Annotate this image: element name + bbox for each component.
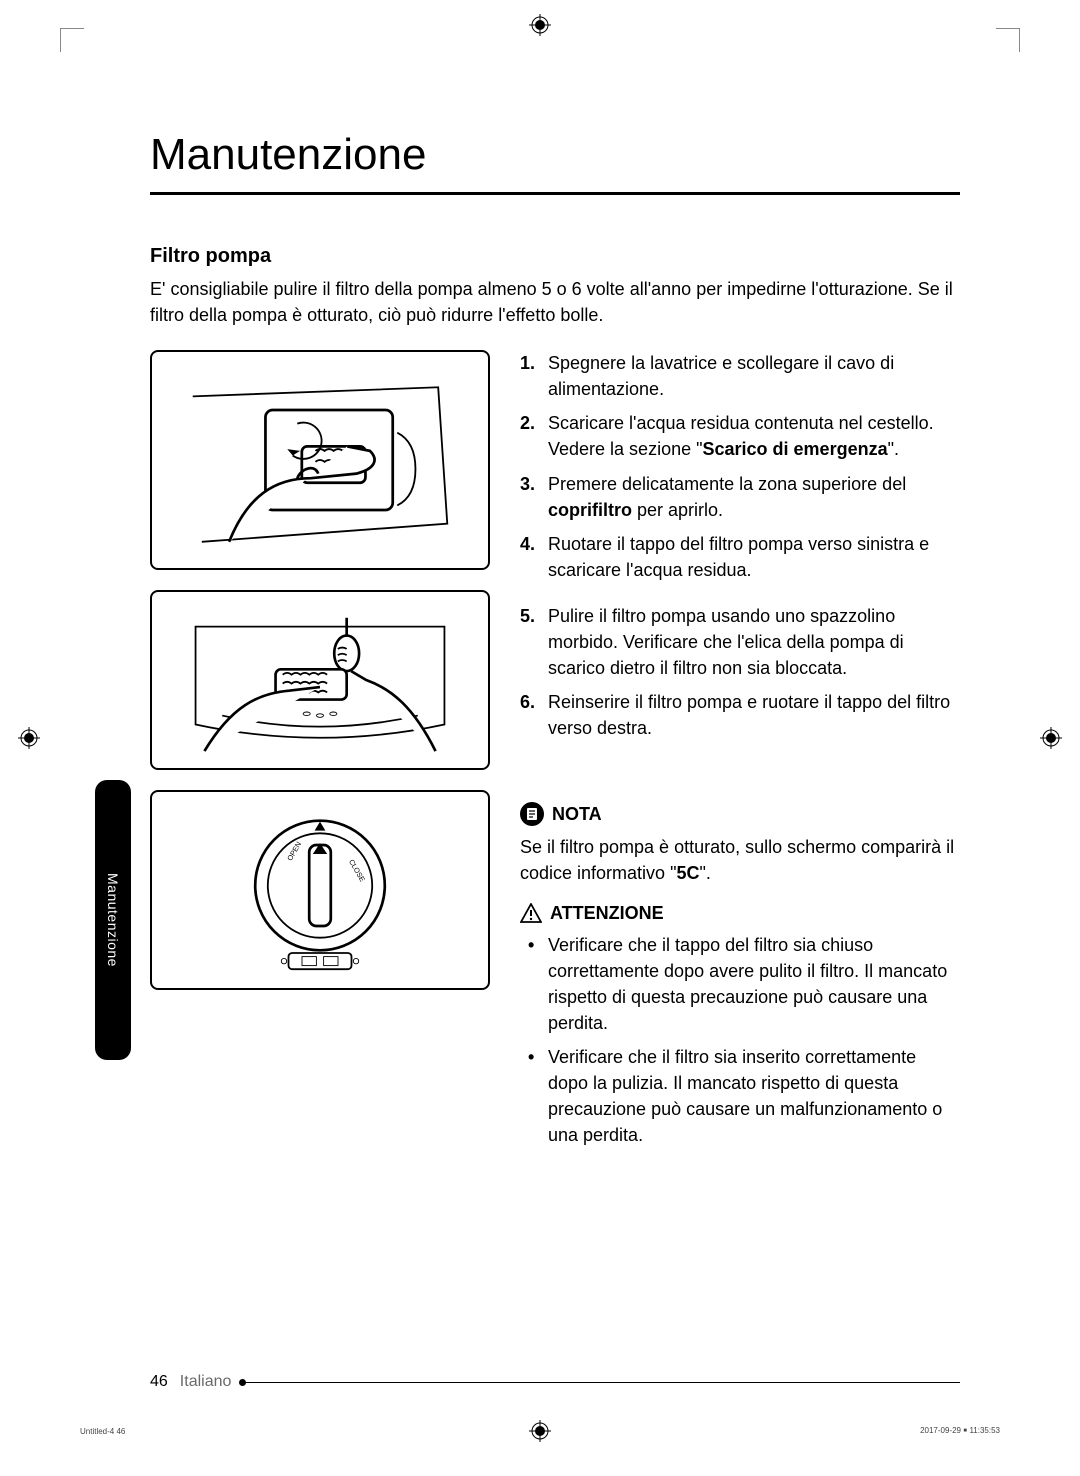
registration-mark-icon: [529, 14, 551, 36]
print-meta-left: Untitled-4 46: [80, 1427, 125, 1436]
attention-item: Verificare che il tappo del filtro sia c…: [520, 932, 960, 1036]
attention-list: Verificare che il tappo del filtro sia c…: [520, 932, 960, 1149]
step-item: Ruotare il tappo del filtro pompa verso …: [520, 531, 960, 583]
illustration-remove-filter: [150, 350, 490, 570]
page-language: Italiano: [180, 1373, 232, 1391]
crop-mark: [1019, 28, 1020, 52]
footer-rule: [245, 1382, 960, 1383]
steps-list-2: Pulire il filtro pompa usando uno spazzo…: [520, 603, 960, 741]
page-number: 46: [150, 1373, 168, 1391]
step-item: Spegnere la lavatrice e scollegare il ca…: [520, 350, 960, 402]
registration-mark-icon: [18, 727, 40, 749]
illustration-column: OPEN CLOSE: [150, 350, 490, 1156]
crop-mark: [60, 28, 61, 52]
illustration-clean-filter: [150, 590, 490, 770]
illustration-filter-cap: OPEN CLOSE: [150, 790, 490, 990]
warning-icon: [520, 903, 542, 923]
section-tab-label: Manutenzione: [105, 873, 121, 967]
step-item: Pulire il filtro pompa usando uno spazzo…: [520, 603, 960, 681]
note-label: NOTA: [552, 801, 602, 827]
crop-mark: [996, 28, 1020, 29]
print-meta-right: 2017-09-29 ￭ 11:35:53: [920, 1425, 1000, 1436]
step-item: Reinserire il filtro pompa e ruotare il …: [520, 689, 960, 741]
steps-list-1: Spegnere la lavatrice e scollegare il ca…: [520, 350, 960, 583]
note-text: Se il filtro pompa è otturato, sullo sch…: [520, 834, 960, 886]
text-column: Spegnere la lavatrice e scollegare il ca…: [520, 350, 960, 1156]
note-icon: [520, 802, 544, 826]
section-tab: Manutenzione: [95, 780, 131, 1060]
section-heading: Filtro pompa: [150, 245, 960, 268]
note-heading: NOTA: [520, 801, 960, 827]
crop-mark: [60, 28, 84, 29]
registration-mark-icon: [529, 1420, 551, 1442]
title-rule: [150, 192, 960, 195]
step-item: Premere delicatamente la zona superiore …: [520, 471, 960, 523]
attention-heading: ATTENZIONE: [520, 900, 960, 926]
step-item: Scaricare l'acqua residua contenuta nel …: [520, 410, 960, 462]
attention-label: ATTENZIONE: [550, 900, 664, 926]
page-title: Manutenzione: [150, 130, 960, 180]
intro-paragraph: E' consigliabile pulire il filtro della …: [150, 276, 960, 328]
page-footer: 46 Italiano: [150, 1373, 960, 1391]
attention-item: Verificare che il filtro sia inserito co…: [520, 1044, 960, 1148]
registration-mark-icon: [1040, 727, 1062, 749]
